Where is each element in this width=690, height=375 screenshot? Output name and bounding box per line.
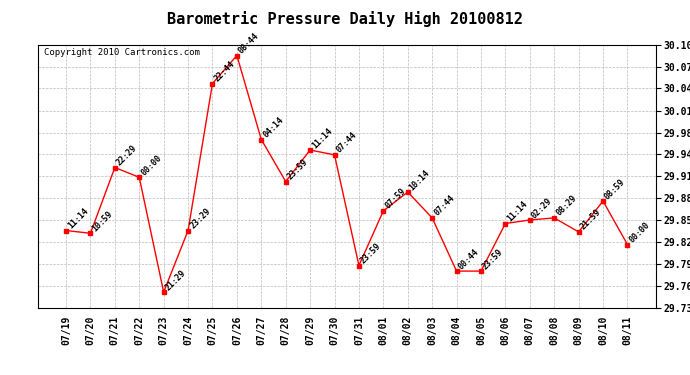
Text: 00:00: 00:00 [627, 220, 651, 245]
Text: 04:14: 04:14 [262, 116, 286, 140]
Text: 11:14: 11:14 [310, 126, 334, 150]
Text: 07:44: 07:44 [335, 131, 359, 155]
Text: 02:29: 02:29 [530, 196, 554, 220]
Text: 23:59: 23:59 [286, 158, 310, 182]
Text: 00:44: 00:44 [457, 247, 481, 271]
Text: 21:29: 21:29 [164, 268, 188, 292]
Text: 07:59: 07:59 [384, 187, 407, 211]
Text: 08:29: 08:29 [554, 194, 578, 218]
Text: 21:59: 21:59 [579, 208, 602, 232]
Text: 11:14: 11:14 [505, 200, 529, 223]
Text: Barometric Pressure Daily High 20100812: Barometric Pressure Daily High 20100812 [167, 11, 523, 27]
Text: 08:59: 08:59 [603, 177, 627, 201]
Text: 10:14: 10:14 [408, 168, 432, 192]
Text: 23:59: 23:59 [481, 247, 505, 271]
Text: 23:59: 23:59 [359, 242, 383, 266]
Text: 00:00: 00:00 [139, 153, 164, 177]
Text: 11:14: 11:14 [66, 207, 90, 231]
Text: 22:44: 22:44 [213, 60, 237, 84]
Text: 23:29: 23:29 [188, 207, 212, 231]
Text: 22:29: 22:29 [115, 144, 139, 168]
Text: Copyright 2010 Cartronics.com: Copyright 2010 Cartronics.com [44, 48, 200, 57]
Text: 07:44: 07:44 [432, 194, 456, 218]
Text: 10:59: 10:59 [90, 209, 115, 233]
Text: 08:44: 08:44 [237, 32, 261, 56]
